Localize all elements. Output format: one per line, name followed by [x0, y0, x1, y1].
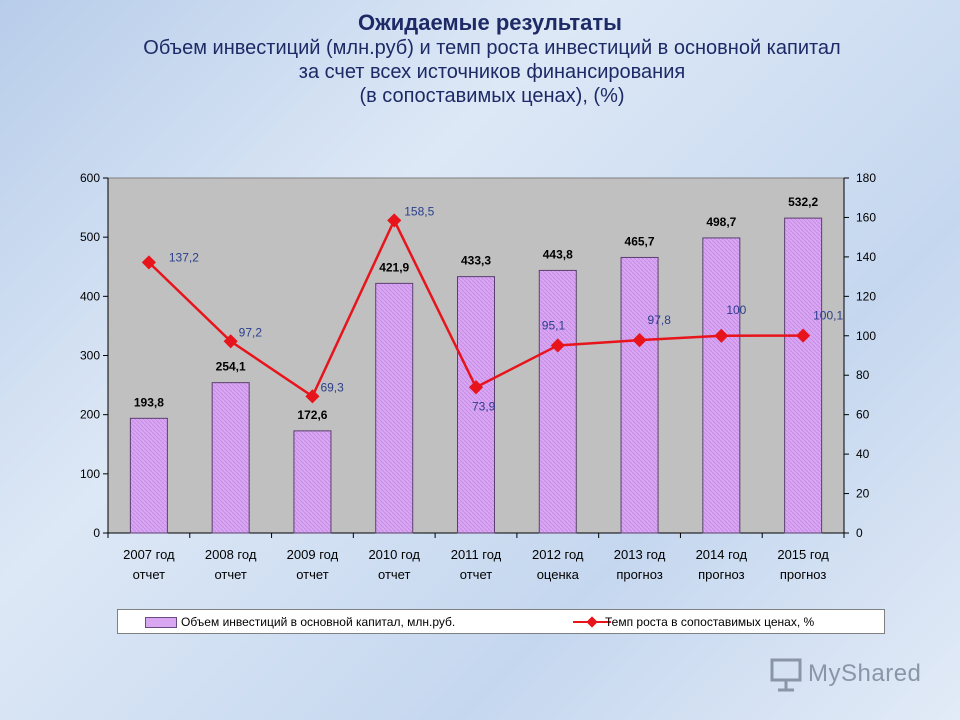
- line-marker: [141, 255, 156, 270]
- line-marker: [796, 328, 811, 343]
- legend-line-swatch: [573, 616, 611, 628]
- line-data-label: 73,9: [472, 399, 496, 413]
- slide-subtitle-line-2: за счет всех источников финансирования: [298, 61, 686, 83]
- line-data-label: 95,1: [542, 318, 566, 332]
- x-tick-label-status: отчет: [296, 567, 328, 582]
- left-axis-tick-label: 300: [80, 349, 100, 363]
- x-tick-label-status: прогноз: [616, 567, 663, 582]
- right-axis-tick-label: 80: [856, 368, 870, 382]
- slide-subtitle-line-1: Объем инвестиций (млн.руб) и темп роста …: [143, 37, 841, 59]
- right-axis-tick-label: 120: [856, 289, 876, 303]
- x-tick-label-status: отчет: [378, 567, 410, 582]
- bar: [211, 382, 250, 534]
- legend-bar-label: Объем инвестиций в основной капитал, млн…: [181, 615, 456, 629]
- bar: [293, 430, 332, 534]
- line-marker: [305, 389, 320, 404]
- right-axis-tick-label: 160: [856, 210, 876, 224]
- bar: [702, 237, 741, 534]
- right-axis-tick-label: 40: [856, 447, 870, 461]
- line-data-label: 100: [726, 303, 746, 317]
- left-axis-tick-label: 500: [80, 230, 100, 244]
- watermark-text: MyShared: [808, 660, 922, 687]
- line-data-label: 97,8: [648, 313, 672, 327]
- line-marker: [632, 333, 647, 348]
- presentation-icon: [770, 658, 802, 692]
- x-tick-label-status: прогноз: [698, 567, 745, 582]
- right-axis-tick-label: 180: [856, 171, 876, 185]
- left-axis-tick-label: 600: [80, 171, 100, 185]
- x-tick-label-status: отчет: [133, 567, 165, 582]
- line-marker: [550, 338, 565, 353]
- line-data-label: 97,2: [239, 325, 263, 339]
- bar: [129, 417, 168, 534]
- x-tick-label-status: оценка: [537, 567, 580, 582]
- line-marker: [387, 213, 402, 228]
- x-tick-label-status: отчет: [460, 567, 492, 582]
- bar-data-label: 443,8: [543, 247, 573, 261]
- slide-title: Ожидаемые результаты: [358, 10, 622, 35]
- left-axis-tick-label: 0: [93, 526, 100, 540]
- line-marker: [468, 380, 484, 395]
- chart-legend: Объем инвестиций в основной капитал, млн…: [117, 609, 885, 634]
- bar: [538, 269, 577, 534]
- x-tick-label-status: отчет: [214, 567, 246, 582]
- bar-data-label: 254,1: [216, 360, 246, 374]
- bar-data-label: 498,7: [706, 215, 736, 229]
- right-axis-tick-label: 0: [856, 526, 863, 540]
- right-axis-tick-label: 140: [856, 250, 876, 264]
- slide-titles: Ожидаемые результаты Объем инвестиций (м…: [0, 10, 960, 108]
- x-tick-label-year: 2008 год: [205, 547, 257, 562]
- right-axis-tick-label: 60: [856, 408, 870, 422]
- line-marker: [223, 334, 238, 349]
- line-data-label: 158,5: [404, 204, 434, 218]
- x-tick-label-year: 2009 год: [287, 547, 339, 562]
- bar: [784, 217, 823, 534]
- bar-data-label: 172,6: [297, 408, 327, 422]
- left-axis-tick-label: 400: [80, 289, 100, 303]
- watermark: MyShared: [768, 656, 938, 696]
- right-axis-tick-label: 100: [856, 329, 876, 343]
- slide-subtitle-line-3: (в сопоставимых ценах), (%): [359, 85, 625, 107]
- x-tick-label-year: 2011 год: [451, 547, 502, 562]
- line-data-label: 69,3: [320, 380, 344, 394]
- line-marker: [714, 328, 729, 343]
- legend-line-label: Темп роста в сопоставимых ценах, %: [605, 615, 815, 629]
- x-tick-label-year: 2014 год: [696, 547, 748, 562]
- left-axis-tick-label: 200: [80, 408, 100, 422]
- bar-data-label: 433,3: [461, 254, 491, 268]
- bar: [375, 282, 414, 534]
- x-tick-label-year: 2007 год: [123, 547, 175, 562]
- left-axis-tick-label: 100: [80, 467, 100, 481]
- x-tick-label-status: прогноз: [780, 567, 827, 582]
- line-data-label: 137,2: [169, 250, 199, 264]
- x-tick-label-year: 2012 год: [532, 547, 584, 562]
- x-tick-label-year: 2010 год: [368, 547, 420, 562]
- bar: [457, 276, 495, 534]
- bar-data-label: 465,7: [625, 234, 655, 248]
- x-tick-label-year: 2015 год: [777, 547, 829, 562]
- x-tick-label-year: 2013 год: [614, 547, 666, 562]
- bar-data-label: 532,2: [788, 195, 818, 209]
- bar: [620, 256, 659, 534]
- right-axis-tick-label: 20: [856, 487, 870, 501]
- legend-bar-swatch: [145, 617, 177, 628]
- bar-data-label: 421,9: [379, 260, 409, 274]
- bar-data-label: 193,8: [134, 395, 164, 409]
- line-data-label: 100,1: [813, 309, 843, 323]
